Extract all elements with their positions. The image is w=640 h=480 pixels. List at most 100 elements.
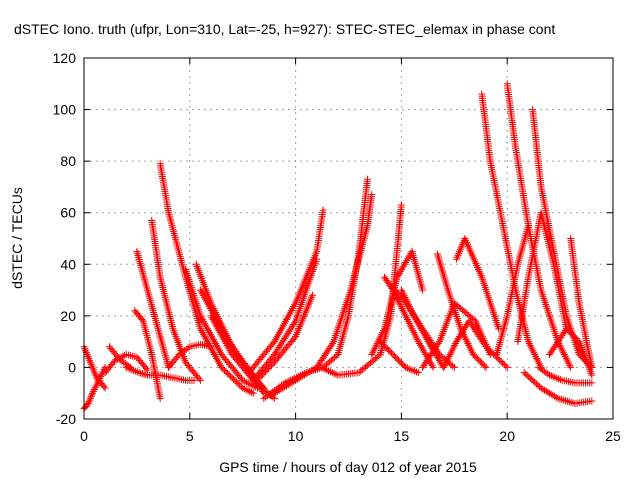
data-point	[497, 358, 505, 366]
data-point	[100, 383, 108, 391]
data-point	[288, 379, 296, 387]
data-point	[232, 348, 240, 356]
data-point	[287, 324, 295, 332]
data-point	[553, 374, 561, 382]
data-point	[135, 369, 143, 377]
data-point	[397, 201, 405, 209]
x-tick-label: 10	[288, 428, 304, 444]
data-point	[405, 365, 413, 373]
data-series	[131, 307, 164, 402]
data-point	[280, 335, 288, 343]
data-point	[228, 374, 236, 382]
data-point	[413, 368, 421, 376]
data-series	[256, 291, 317, 382]
data-point	[231, 346, 239, 354]
data-point	[556, 376, 564, 384]
data-point	[416, 323, 424, 331]
data-point	[284, 329, 292, 337]
data-point	[222, 368, 230, 376]
data-point	[156, 394, 164, 402]
data-point	[419, 286, 427, 294]
plot-frame	[83, 57, 614, 420]
data-point	[265, 364, 273, 372]
data-point	[218, 363, 226, 371]
data-point	[130, 366, 138, 374]
data-point	[84, 400, 92, 408]
data-point	[309, 366, 317, 374]
data-point	[421, 332, 429, 340]
data-point	[142, 364, 150, 372]
data-point	[277, 340, 285, 348]
data-point	[306, 368, 314, 376]
data-series	[80, 363, 109, 413]
data-point	[181, 347, 189, 355]
data-point	[273, 347, 281, 355]
data-point	[292, 376, 300, 384]
data-point	[544, 370, 552, 378]
data-point	[588, 371, 596, 379]
data-point	[503, 363, 511, 371]
data-point	[121, 360, 129, 368]
data-series	[397, 286, 448, 371]
data-point	[290, 319, 298, 327]
data-point	[142, 371, 150, 379]
data-point	[549, 373, 557, 381]
data-point	[224, 369, 232, 377]
data-series	[535, 363, 596, 387]
data-point	[542, 369, 550, 377]
data-point	[418, 326, 426, 334]
data-series	[452, 235, 503, 333]
data-point	[256, 374, 264, 382]
data-point	[182, 345, 190, 353]
data-point	[234, 380, 242, 388]
data-point	[270, 394, 278, 402]
data-point	[233, 349, 241, 357]
data-point	[412, 315, 420, 323]
data-point	[423, 336, 431, 344]
data-point	[259, 371, 267, 379]
y-tick-label: 40	[60, 256, 76, 272]
data-point	[402, 363, 410, 371]
data-point	[246, 387, 254, 395]
data-point	[290, 377, 298, 385]
data-point	[240, 385, 248, 393]
x-tick-label: 15	[394, 428, 410, 444]
data-series	[105, 343, 135, 371]
data-point	[425, 339, 433, 347]
data-point	[481, 362, 489, 370]
data-point	[409, 366, 417, 374]
data-point	[326, 358, 334, 366]
data-point	[494, 355, 502, 363]
data-point	[285, 328, 293, 336]
y-tick-label: 0	[68, 359, 76, 375]
data-point	[262, 368, 270, 376]
data-point	[88, 391, 96, 399]
data-point	[115, 354, 123, 362]
data-series	[182, 265, 262, 392]
data-point	[319, 206, 327, 214]
data-point	[268, 391, 276, 399]
data-point	[555, 375, 563, 383]
data-point	[233, 378, 241, 386]
data-point	[297, 373, 305, 381]
data-point	[273, 387, 281, 395]
data-point	[496, 356, 504, 364]
data-point	[231, 377, 239, 385]
y-tick-label: 100	[53, 102, 77, 118]
data-point	[286, 380, 294, 388]
data-point	[133, 368, 141, 376]
data-point	[86, 394, 94, 402]
data-series	[503, 80, 575, 371]
data-point	[242, 386, 250, 394]
data-point	[122, 363, 130, 371]
data-point	[138, 370, 146, 378]
data-point	[537, 365, 545, 373]
data-series	[148, 216, 204, 384]
data-point	[140, 370, 148, 378]
data-point	[257, 372, 265, 380]
data-point	[266, 392, 274, 400]
data-point	[274, 345, 282, 353]
data-point	[413, 317, 421, 325]
data-point	[284, 381, 292, 389]
